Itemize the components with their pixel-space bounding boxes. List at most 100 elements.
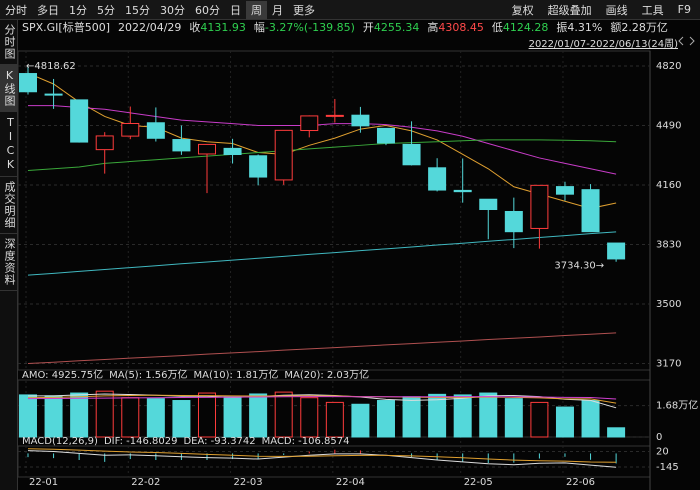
dea-line	[27, 448, 617, 463]
toolbar: 分时 多日 1分 5分 15分 30分 60分日周月更多 复权 超级叠加 画线 工具 F9	[0, 0, 700, 20]
y-tick-label: 1.68万亿	[656, 399, 698, 412]
volume-bar	[325, 401, 344, 438]
candle-body	[351, 114, 370, 127]
x-tick-label: 22-02	[131, 477, 160, 488]
legend-text: MA(5): 1.56万亿	[109, 368, 187, 381]
side-tab[interactable]: K线图	[0, 65, 17, 112]
candle-body	[121, 122, 140, 137]
candle-body	[249, 155, 268, 178]
legend-text: MACD: -106.8574	[262, 436, 350, 447]
candle-body	[146, 122, 165, 139]
range-arrows[interactable]	[678, 36, 695, 46]
period-tab[interactable]: 月	[272, 3, 283, 17]
field-value: 4255.34	[373, 21, 420, 34]
date-range[interactable]: 2022/01/07-2022/06/13(24周)	[528, 39, 678, 50]
side-tab[interactable]: 分时图	[0, 20, 17, 65]
volume-bar	[121, 397, 140, 438]
y-tick-label: 4820	[656, 61, 681, 72]
panel-frame	[17, 50, 651, 371]
field-label: 振	[556, 21, 568, 34]
period-tab[interactable]: 更多	[293, 3, 315, 17]
side-tab[interactable]: 成交明细	[0, 177, 17, 234]
field-value: -3.27%(-139.85)	[264, 21, 355, 34]
ma-line	[27, 72, 617, 209]
ma-line	[27, 139, 617, 172]
quote-field: 额2.28万亿	[610, 19, 668, 35]
volume-ma-line	[28, 393, 617, 409]
period-tab[interactable]: 周	[246, 0, 267, 19]
volume-bar	[44, 395, 63, 438]
field-label: 收	[189, 21, 201, 34]
side-tab[interactable]: 深度资料	[0, 234, 17, 291]
date: 2022/04/29	[118, 20, 182, 34]
y-tick-label: 3500	[656, 299, 681, 310]
candle-body	[504, 210, 523, 233]
x-tick-label: 22-06	[566, 477, 595, 488]
candle-body	[581, 189, 600, 233]
period-tab[interactable]: 30分	[160, 3, 185, 17]
quote-info: SPX.GI[标普500] 2022/04/29 收4131.93 幅-3.27%(-…	[22, 19, 668, 35]
candle-body	[223, 147, 242, 156]
volume-bar	[607, 427, 626, 438]
field-value: 4124.28	[502, 21, 549, 34]
volume-bar	[581, 400, 600, 438]
period-tab[interactable]: 分时	[5, 3, 27, 17]
period-tab[interactable]: 多日	[37, 3, 59, 17]
volume-bar	[146, 398, 165, 438]
side-tab[interactable]: TICK	[0, 112, 17, 177]
legend-text: MACD(12,26,9)	[22, 436, 98, 447]
legend-text: DIF: -146.8029	[104, 436, 178, 447]
tools: 复权 超级叠加 画线 工具 F9	[507, 0, 696, 19]
period-tab[interactable]: 60分	[195, 3, 220, 17]
period-tab[interactable]: 日	[230, 3, 241, 17]
candle-body	[172, 139, 191, 152]
tool-button[interactable]: 工具	[641, 3, 664, 17]
candle-body	[95, 135, 114, 151]
candle-body	[300, 115, 319, 132]
period-tab[interactable]: 15分	[125, 3, 150, 17]
x-tick-label: 22-03	[234, 477, 263, 488]
y-tick-label: 4160	[656, 180, 681, 191]
field-value: 2.28万亿	[621, 21, 668, 34]
candle-body	[555, 186, 574, 195]
tool-button[interactable]: 画线	[605, 3, 628, 17]
volume-bar	[504, 398, 523, 438]
tool-button[interactable]: 超级叠加	[547, 3, 592, 17]
volume-bar	[428, 393, 447, 438]
y-tick-label: 3170	[656, 359, 681, 370]
volume-bar	[453, 394, 472, 438]
candle-body	[453, 189, 472, 193]
legend-text: MA(20): 2.03万亿	[284, 368, 369, 381]
volume-bar	[402, 396, 421, 438]
volume-bar	[351, 403, 370, 438]
field-label: 开	[362, 21, 374, 34]
ma-line	[27, 332, 617, 365]
volume-bar	[376, 400, 395, 438]
sidebar: 分时图 K线图 TICK 成交明细 深度资料	[0, 20, 18, 490]
quote-field: 开4255.34	[363, 19, 420, 35]
volume-bar	[300, 397, 319, 438]
symbol: SPX.GI[标普500]	[22, 21, 110, 34]
period-tab[interactable]: 5分	[97, 3, 115, 17]
volume-ma-line	[27, 394, 617, 404]
volume-bar	[479, 392, 498, 438]
candle-body	[44, 93, 63, 96]
volume-bar	[197, 392, 216, 438]
legend-text: AMO: 4925.75亿	[22, 368, 103, 381]
volume-bar	[70, 392, 89, 438]
field-label: 低	[491, 21, 503, 34]
tool-button[interactable]: F9	[677, 3, 691, 16]
period-tab[interactable]: 1分	[69, 3, 87, 17]
candle-body	[428, 167, 447, 191]
candle-body	[19, 73, 37, 93]
field-label: 幅	[253, 21, 265, 34]
candle-body	[197, 143, 216, 155]
candle-body	[402, 143, 421, 166]
tool-button[interactable]: 复权	[511, 3, 534, 17]
candle-body	[479, 198, 498, 211]
y-tick-label: -145	[656, 462, 679, 473]
x-tick-label: 22-01	[29, 477, 58, 488]
candle-body	[70, 99, 89, 143]
